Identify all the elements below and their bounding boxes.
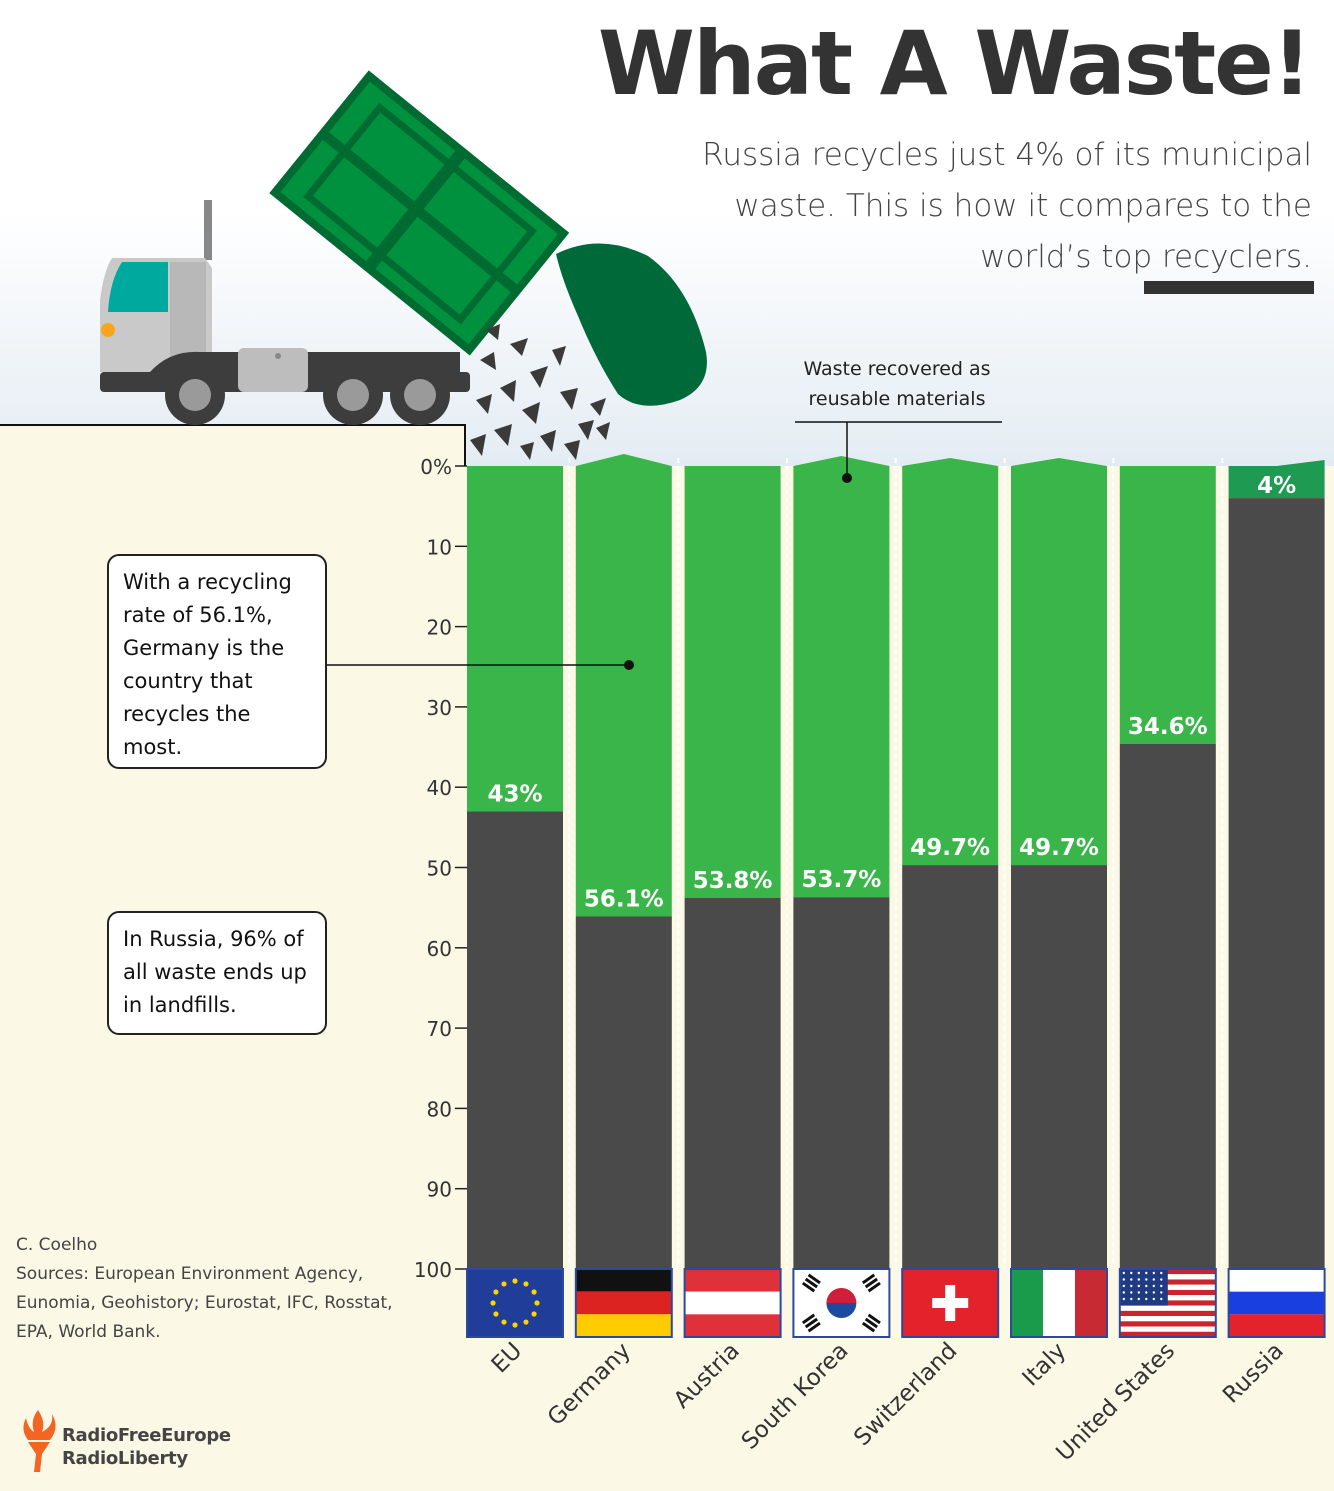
callout-germany-dot	[624, 660, 634, 670]
bar-landfill-italy	[1011, 865, 1107, 1269]
category-label-austria: Austria	[669, 1338, 745, 1414]
y-tick-label: 80	[427, 1097, 452, 1121]
south-korea-flag-icon	[792, 1268, 891, 1338]
category-label-eu: EU	[487, 1338, 528, 1379]
logo-text: RadioFreeEurope RadioLiberty	[62, 1424, 231, 1470]
callout-germany: With a recycling rate of 56.1%, Germany …	[107, 554, 327, 769]
eu-flag-icon	[466, 1268, 564, 1338]
bar-landfill-russia	[1228, 498, 1325, 1269]
bar-landfill-united-states	[1119, 743, 1216, 1269]
waste-bin-icon	[556, 243, 707, 406]
bar-landfill-eu	[467, 811, 563, 1269]
category-label-south-korea: South Korea	[737, 1338, 854, 1455]
bar-recycled-russia	[1228, 460, 1325, 499]
callout-russia: In Russia, 96% of all waste ends up in l…	[107, 911, 327, 1035]
bar-recycled-germany	[575, 454, 672, 917]
united-states-flag-icon	[1118, 1268, 1217, 1338]
value-label-germany: 56.1%	[584, 886, 664, 912]
y-tick-label: 30	[427, 696, 452, 720]
bar-recycled-south-korea	[793, 456, 890, 898]
truck-wheels-icon	[165, 365, 450, 425]
value-label-austria: 53.8%	[693, 868, 773, 894]
y-tick-label: 20	[427, 616, 452, 640]
y-tick-label: 100	[414, 1258, 452, 1282]
title-rule	[1144, 281, 1314, 294]
y-tick-label: 50	[427, 857, 452, 881]
y-tick-label: 60	[427, 937, 452, 961]
category-label-italy: Italy	[1018, 1338, 1072, 1392]
logo-line2: RadioLiberty	[62, 1448, 188, 1469]
annotation-recovered: Waste recovered as reusable materials	[803, 358, 991, 410]
logo-line1: RadioFreeEurope	[62, 1425, 231, 1446]
credits-sources: Sources: European Environment Agency, Eu…	[16, 1264, 393, 1342]
y-tick-label: 70	[427, 1017, 452, 1041]
y-tick-label: 0%	[420, 455, 452, 479]
value-label-united-states: 34.6%	[1128, 714, 1208, 740]
ground-edge	[464, 424, 466, 466]
page-subtitle: Russia recycles just 4% of its municipal…	[702, 137, 1312, 275]
dump-truck-illustration	[100, 70, 707, 460]
category-label-united-states: United States	[1052, 1338, 1181, 1467]
value-label-switzerland: 49.7%	[910, 835, 990, 861]
torch-icon	[23, 1410, 56, 1472]
category-label-germany: Germany	[543, 1338, 636, 1431]
page-title: What A Waste!	[597, 12, 1312, 115]
value-label-italy: 49.7%	[1019, 835, 1099, 861]
value-label-russia: 4%	[1257, 473, 1296, 499]
truck-container-icon	[269, 70, 570, 356]
italy-flag-icon	[1010, 1268, 1108, 1338]
bar-recycled-eu	[467, 466, 563, 812]
annotation-top-dot	[842, 473, 852, 483]
bar-landfill-germany	[575, 916, 672, 1269]
falling-debris-icon	[470, 324, 610, 460]
germany-flag-icon	[574, 1268, 673, 1338]
bar-recycled-austria	[684, 466, 781, 899]
value-label-south-korea: 53.7%	[802, 867, 882, 893]
category-label-russia: Russia	[1218, 1338, 1289, 1409]
bar-landfill-switzerland	[902, 865, 999, 1269]
y-tick-label: 90	[427, 1178, 452, 1202]
y-tick-label: 40	[427, 776, 452, 800]
category-label-switzerland: Switzerland	[849, 1338, 962, 1451]
credits: C. Coelho Sources: European Environment …	[16, 1231, 396, 1347]
y-tick-label: 10	[427, 535, 452, 559]
austria-flag-icon	[683, 1268, 782, 1338]
bar-recycled-switzerland	[902, 458, 999, 866]
bar-recycled-italy	[1011, 458, 1107, 866]
switzerland-flag-icon	[901, 1268, 1000, 1338]
bar-recycled-united-states	[1119, 466, 1216, 744]
bar-landfill-austria	[684, 898, 781, 1269]
russia-flag-icon	[1227, 1268, 1326, 1338]
bar-landfill-south-korea	[793, 897, 890, 1269]
value-label-eu: 43%	[487, 781, 542, 807]
credits-author: C. Coelho	[16, 1235, 98, 1255]
